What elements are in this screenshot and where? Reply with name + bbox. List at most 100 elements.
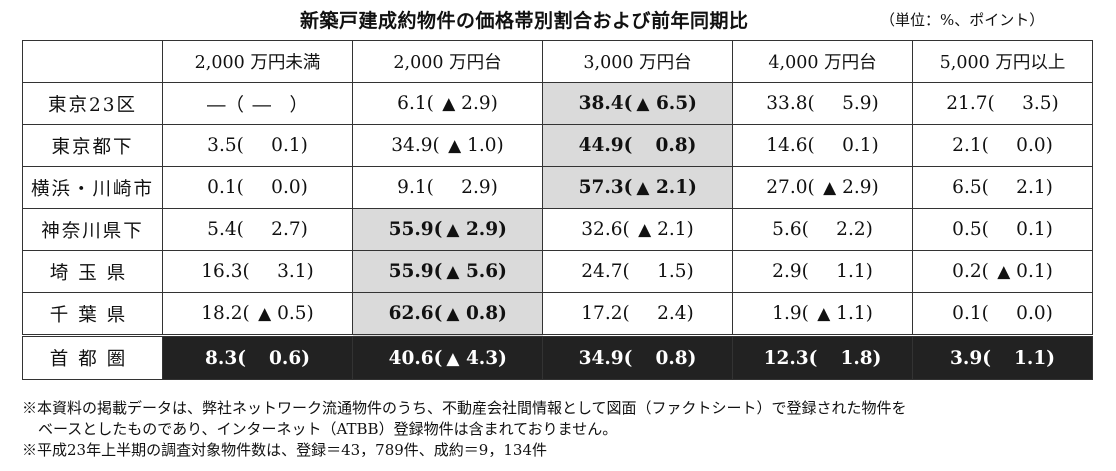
yoy-change: 0.1) xyxy=(815,135,879,156)
yoy-change: 2.4) xyxy=(630,303,694,324)
change-value: 1.5) xyxy=(657,261,694,282)
value-pair: 18.2(▲ 0.5) xyxy=(163,303,352,324)
value-cell: 44.9( 0.8) xyxy=(542,124,733,167)
decrease-triangle-icon: ▲ xyxy=(823,178,837,198)
change-value: 1.8) xyxy=(840,347,882,369)
change-value: 2.7) xyxy=(271,219,308,240)
yoy-change: 5.9) xyxy=(815,93,879,114)
value-cell: 9.1( 2.9) xyxy=(352,166,543,209)
share-value: 1.9( xyxy=(772,303,809,324)
share-value: 0.1( xyxy=(952,303,989,324)
change-value: 0.1) xyxy=(1016,261,1053,282)
yoy-change: 3.1) xyxy=(250,261,314,282)
change-value: 0.0) xyxy=(1016,303,1053,324)
table-row: 横浜・川崎市 0.1( 0.0) 9.1( 2.9) 57.3(▲ 2.1) 27.0(… xyxy=(22,166,1093,209)
share-value: 34.9( xyxy=(578,347,633,369)
yoy-change: 0.0) xyxy=(244,177,308,198)
table-row: 神奈川県下 5.4( 2.7) 55.9(▲ 2.9) 32.6(▲ 2.1) 5.6(… xyxy=(22,208,1093,251)
yoy-change: ▲ 0.8) xyxy=(442,303,506,324)
yoy-change: ▲ 0.1) xyxy=(989,261,1053,282)
row-label: 千葉県 xyxy=(22,292,163,336)
page-title: 新築戸建成約物件の価格帯別割合および前年同期比 xyxy=(300,10,749,32)
share-value: 2.1( xyxy=(952,135,989,156)
change-value: 2.2) xyxy=(836,219,873,240)
share-value: 18.2( xyxy=(201,303,250,324)
change-value: 0.8) xyxy=(655,347,697,369)
value-pair: 34.9(▲ 1.0) xyxy=(353,135,542,156)
change-value: 0.1) xyxy=(271,135,308,156)
value-pair: 2.9( 1.1) xyxy=(733,261,912,282)
table-row: 千葉県 18.2(▲ 0.5) 62.6(▲ 0.8) 17.2( 2.4) 1.9(▲… xyxy=(22,292,1093,336)
change-value: 2.1) xyxy=(655,177,697,198)
value-cell: 17.2( 2.4) xyxy=(542,292,733,336)
change-value: 2.1) xyxy=(657,219,694,240)
change-value: 1.1) xyxy=(836,303,873,324)
value-cell: 8.3( 0.6) xyxy=(162,334,353,380)
yoy-change: 0.6) xyxy=(246,348,310,369)
change-value: 1.0) xyxy=(467,135,504,156)
value-pair: 55.9(▲ 5.6) xyxy=(353,261,542,282)
unit-note: （単位：%、ポイント） xyxy=(880,11,1045,29)
share-value: 38.4( xyxy=(578,93,633,114)
change-value: 2.9) xyxy=(461,93,498,114)
value-cell: 2.1( 0.0) xyxy=(912,124,1093,167)
share-value: 27.0( xyxy=(766,177,815,198)
share-value: 3.9( xyxy=(950,347,991,369)
value-pair: 38.4(▲ 6.5) xyxy=(543,93,732,114)
change-value: ― ） xyxy=(252,94,308,116)
value-pair: 5.4( 2.7) xyxy=(163,219,352,240)
value-cell: 16.3( 3.1) xyxy=(162,250,353,293)
value-cell: 40.6(▲ 4.3) xyxy=(352,334,543,380)
decrease-triangle-icon: ▲ xyxy=(636,178,650,198)
change-value: 2.9) xyxy=(461,177,498,198)
value-pair: 12.3( 1.8) xyxy=(733,348,912,369)
row-label: 東京23区 xyxy=(22,82,163,125)
value-pair: 2.1( 0.0) xyxy=(913,135,1092,156)
value-cell: 0.2(▲ 0.1) xyxy=(912,250,1093,293)
share-value: 33.8( xyxy=(766,93,815,114)
value-pair: 33.8( 5.9) xyxy=(733,93,912,114)
share-value: 5.4( xyxy=(207,219,244,240)
value-pair: 40.6(▲ 4.3) xyxy=(353,348,542,369)
decrease-triangle-icon: ▲ xyxy=(636,94,650,114)
value-cell: 2.9( 1.1) xyxy=(732,250,913,293)
corner-cell xyxy=(22,40,163,83)
value-pair: 3.5( 0.1) xyxy=(163,135,352,156)
yoy-change: 1.8) xyxy=(817,348,881,369)
value-pair: 44.9( 0.8) xyxy=(543,135,732,156)
change-value: 1.1) xyxy=(1014,347,1055,369)
change-value: 4.3) xyxy=(465,347,507,369)
value-cell: 0.5( 0.1) xyxy=(912,208,1093,251)
total-row: 首都圏 8.3( 0.6) 40.6(▲ 4.3) 34.9( 0.8) 12.3( 1… xyxy=(22,334,1093,380)
value-pair: 9.1( 2.9) xyxy=(353,177,542,198)
change-value: 2.4) xyxy=(657,303,694,324)
value-pair: 3.9( 1.1) xyxy=(913,348,1092,369)
decrease-triangle-icon: ▲ xyxy=(446,304,460,324)
change-value: 1.1) xyxy=(836,261,873,282)
table-row: 埼玉県 16.3( 3.1) 55.9(▲ 5.6) 24.7( 1.5) 2.9( 1… xyxy=(22,250,1093,293)
value-pair: 1.9(▲ 1.1) xyxy=(733,303,912,324)
yoy-change: 2.1) xyxy=(989,177,1053,198)
value-pair: 32.6(▲ 2.1) xyxy=(543,219,732,240)
yoy-change: ▲ 2.9) xyxy=(434,93,498,114)
value-pair: 21.7( 3.5) xyxy=(913,93,1092,114)
value-cell: 0.1( 0.0) xyxy=(912,292,1093,336)
yoy-change: 1.1) xyxy=(809,261,873,282)
row-label: 東京都下 xyxy=(22,124,163,167)
share-value: 2.9( xyxy=(772,261,809,282)
value-pair: 17.2( 2.4) xyxy=(543,303,732,324)
yoy-change: 2.9) xyxy=(434,177,498,198)
yoy-change: ▲ 5.6) xyxy=(442,261,506,282)
share-value: 62.6( xyxy=(388,303,443,324)
share-value: 5.6( xyxy=(772,219,809,240)
row-label: 神奈川県下 xyxy=(22,208,163,251)
share-value: 3.5( xyxy=(207,135,244,156)
value-cell: 27.0(▲ 2.9) xyxy=(732,166,913,209)
change-value: 0.0) xyxy=(271,177,308,198)
yoy-change: 2.7) xyxy=(244,219,308,240)
value-cell: 55.9(▲ 5.6) xyxy=(352,250,543,293)
table-row: 東京23区 ―（ ― ） 6.1(▲ 2.9) 38.4(▲ 6.5) 33.8( 5.… xyxy=(22,82,1093,125)
yoy-change: 1.1) xyxy=(991,348,1055,369)
value-cell: 62.6(▲ 0.8) xyxy=(352,292,543,336)
value-pair: 27.0(▲ 2.9) xyxy=(733,177,912,198)
